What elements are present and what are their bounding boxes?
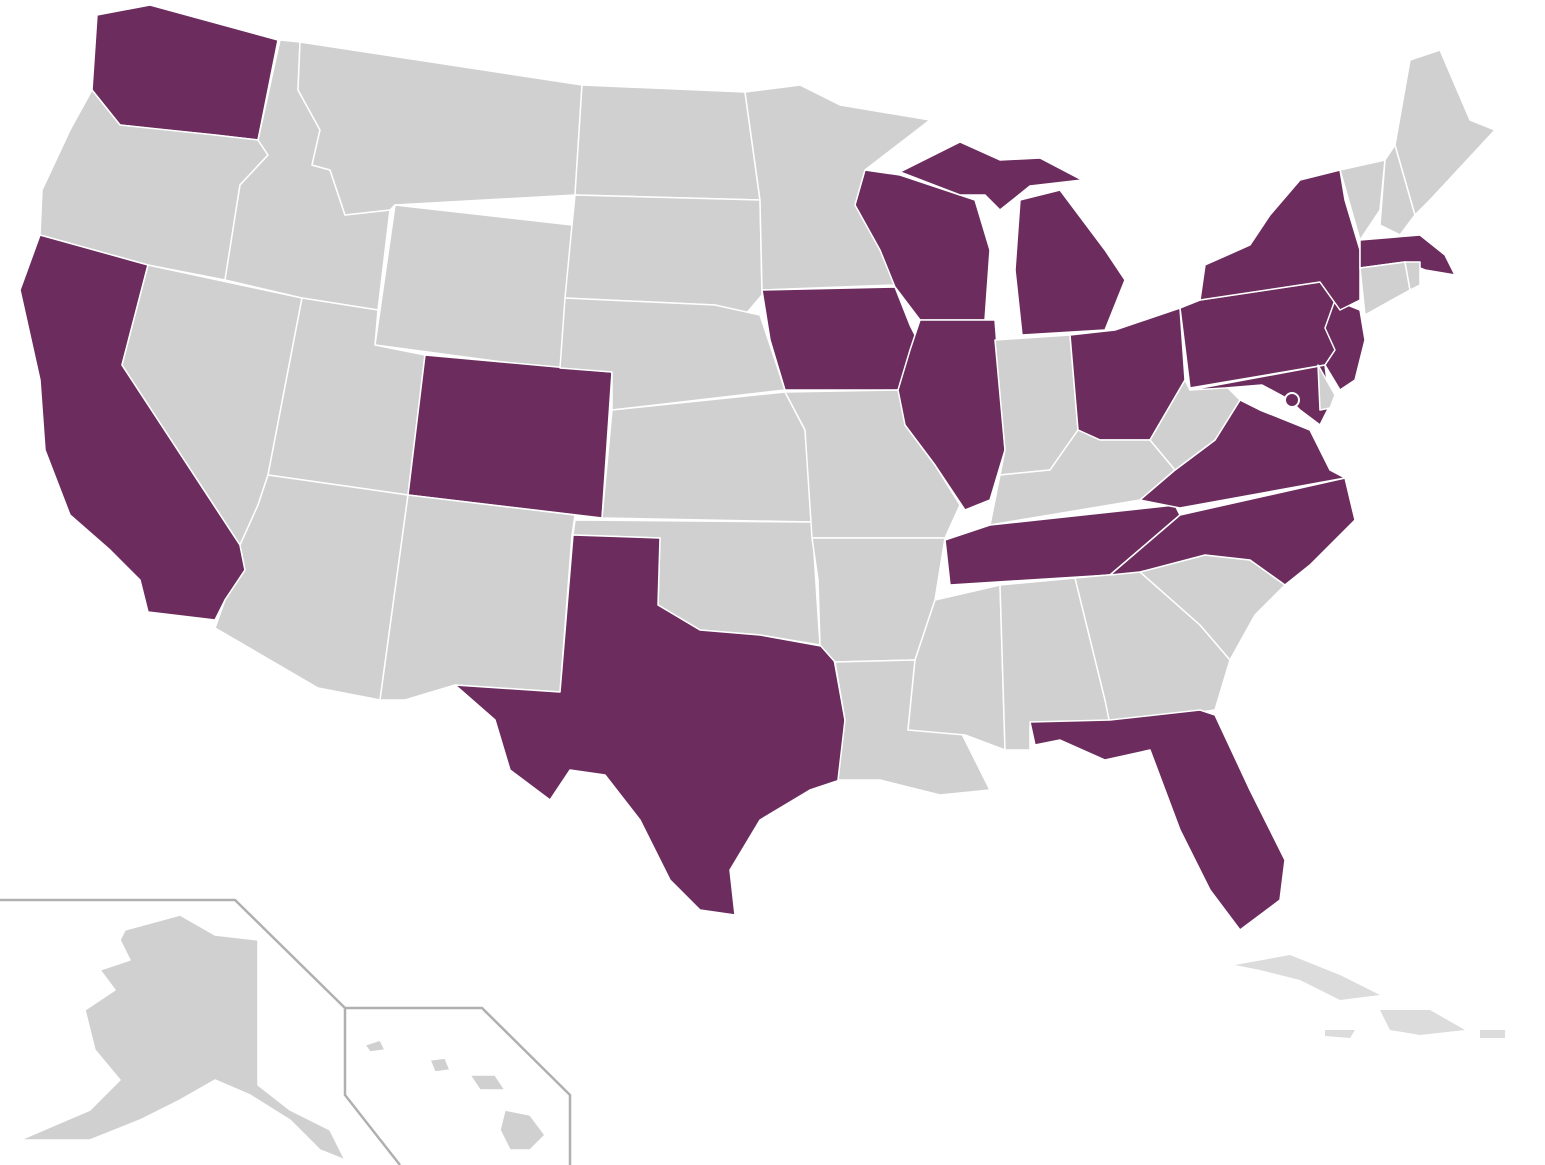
state-NC[interactable] xyxy=(1109,477,1356,586)
state-DE[interactable] xyxy=(1317,364,1336,411)
state-KS[interactable] xyxy=(601,391,813,523)
state-shape-HI[interactable] xyxy=(469,1074,506,1091)
island-JM xyxy=(1325,1030,1355,1038)
state-ND[interactable] xyxy=(574,84,761,201)
state-WV[interactable] xyxy=(1149,379,1241,471)
state-shape-ME[interactable] xyxy=(1394,49,1496,216)
state-FL[interactable] xyxy=(1029,709,1286,931)
state-MD[interactable] xyxy=(1189,364,1331,426)
state-shape-HI[interactable] xyxy=(429,1057,451,1073)
state-VT[interactable] xyxy=(1339,159,1386,241)
state-shape-NE[interactable] xyxy=(559,297,786,411)
state-CO[interactable] xyxy=(407,354,613,519)
state-AK[interactable] xyxy=(19,914,346,1161)
state-RI[interactable] xyxy=(1404,261,1421,291)
state-WY[interactable] xyxy=(374,204,573,371)
state-SD[interactable] xyxy=(564,194,763,316)
state-shape-MD[interactable] xyxy=(1189,364,1331,426)
state-shape-AK[interactable] xyxy=(19,914,346,1161)
state-WA[interactable] xyxy=(91,4,279,141)
state-shape-MI[interactable] xyxy=(1014,189,1126,336)
state-IA[interactable] xyxy=(761,286,926,391)
state-shape-CT[interactable] xyxy=(1359,261,1411,316)
caribbean-islands xyxy=(1235,955,1505,1038)
state-NM[interactable] xyxy=(379,494,576,701)
alaska-inset-frame xyxy=(0,898,346,1009)
state-shape-HI[interactable] xyxy=(499,1109,546,1151)
state-shape-FL[interactable] xyxy=(1029,709,1286,931)
hawaii-inset-frame xyxy=(345,1006,572,1165)
state-HI[interactable] xyxy=(364,1039,546,1151)
state-MT[interactable] xyxy=(297,41,583,216)
state-shape-RI[interactable] xyxy=(1404,261,1421,291)
state-shape-NH[interactable] xyxy=(1379,144,1416,236)
island-CU xyxy=(1235,955,1380,1000)
state-ME[interactable] xyxy=(1394,49,1496,216)
state-shape-WV[interactable] xyxy=(1149,379,1241,471)
state-CT[interactable] xyxy=(1359,261,1411,316)
state-NY[interactable] xyxy=(1199,169,1361,311)
state-shape-NM[interactable] xyxy=(379,494,576,701)
states-layer xyxy=(19,4,1496,1161)
island-PR xyxy=(1480,1030,1505,1038)
state-shape-CO[interactable] xyxy=(407,354,613,519)
state-shape-MT[interactable] xyxy=(297,41,583,216)
state-shape-ND[interactable] xyxy=(574,84,761,201)
state-shape-SD[interactable] xyxy=(564,194,763,316)
state-NE[interactable] xyxy=(559,297,786,411)
state-shape-MI[interactable] xyxy=(899,141,1083,211)
state-NJ[interactable] xyxy=(1324,299,1366,391)
state-shape-WA[interactable] xyxy=(91,4,279,141)
state-shape-NJ[interactable] xyxy=(1324,299,1366,391)
state-MI[interactable] xyxy=(899,141,1126,336)
state-DC[interactable] xyxy=(1284,392,1300,408)
state-shape-DE[interactable] xyxy=(1317,364,1336,411)
state-TX[interactable] xyxy=(454,534,846,916)
island-HT xyxy=(1380,1010,1465,1035)
state-shape-WY[interactable] xyxy=(374,204,573,371)
hawaii-inset-frame-left xyxy=(343,1008,401,1165)
state-NH[interactable] xyxy=(1379,144,1416,236)
state-shape-HI[interactable] xyxy=(364,1039,386,1053)
state-shape-IA[interactable] xyxy=(761,286,926,391)
state-shape-NY[interactable] xyxy=(1199,169,1361,311)
state-shape-VT[interactable] xyxy=(1339,159,1386,241)
state-shape-NC[interactable] xyxy=(1109,477,1356,586)
state-shape-TX[interactable] xyxy=(454,534,846,916)
state-shape-KS[interactable] xyxy=(601,391,813,523)
